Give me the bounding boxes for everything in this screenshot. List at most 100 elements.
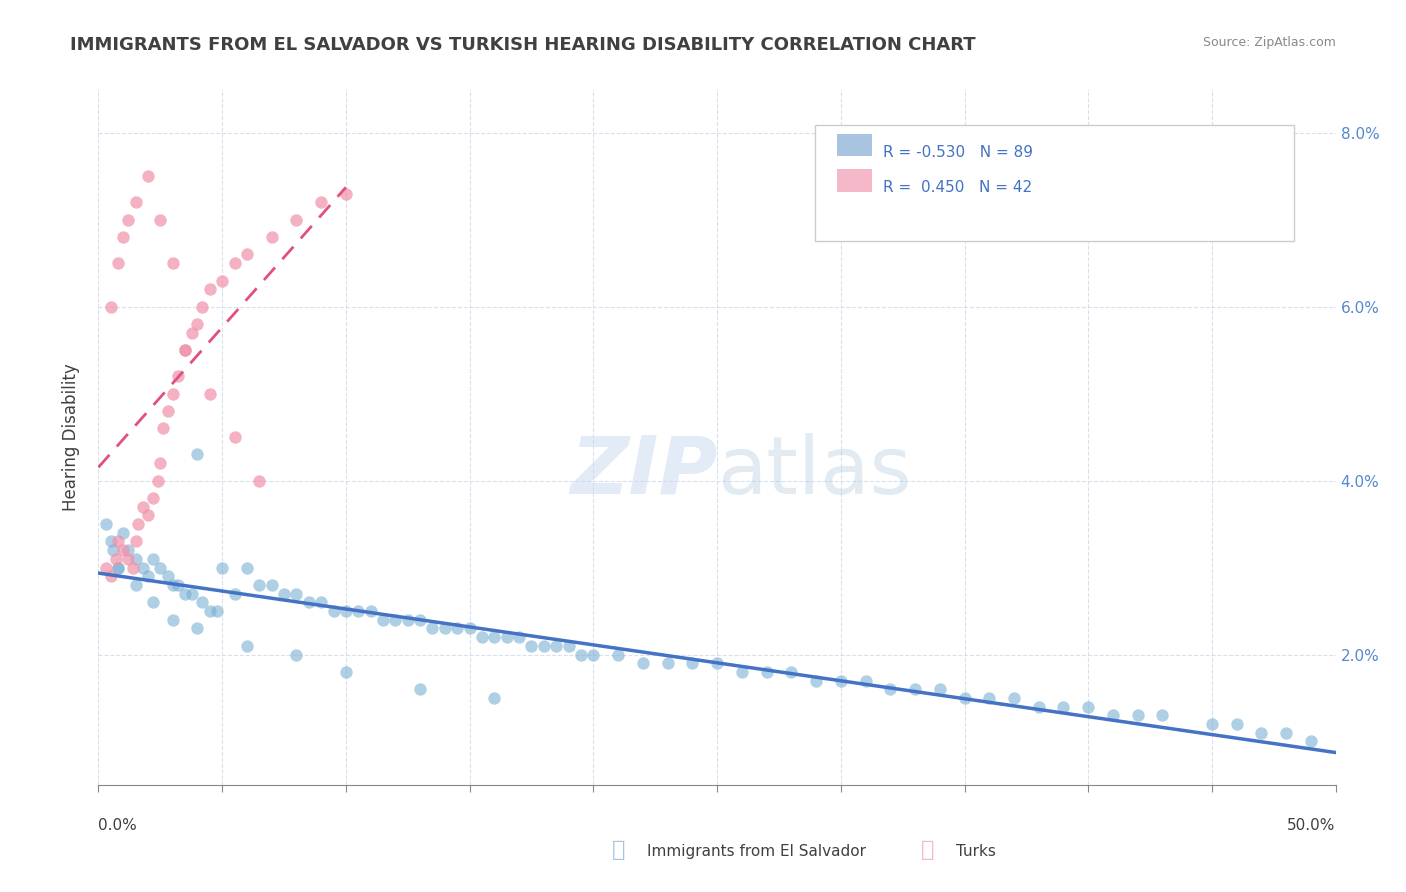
Point: [471, 630, 494, 644]
Point: [273, 587, 295, 601]
Point: [607, 648, 630, 662]
Point: [260, 578, 283, 592]
Point: [953, 690, 976, 705]
Point: [132, 500, 155, 514]
Point: [181, 587, 204, 601]
Point: [285, 587, 308, 601]
Point: [804, 673, 827, 688]
Point: [117, 551, 139, 566]
Point: [94, 516, 117, 531]
Point: [107, 534, 129, 549]
Point: [1052, 699, 1074, 714]
Point: [928, 682, 950, 697]
Point: [107, 560, 129, 574]
Point: [100, 534, 122, 549]
Point: [422, 621, 444, 635]
Point: [458, 621, 481, 635]
Point: [322, 604, 344, 618]
Text: ⬜: ⬜: [921, 840, 935, 860]
Point: [224, 587, 246, 601]
Point: [780, 665, 803, 679]
Point: [156, 404, 179, 418]
Point: [124, 551, 146, 566]
Point: [495, 630, 517, 644]
Point: [309, 595, 332, 609]
Point: [396, 613, 419, 627]
Point: [186, 447, 208, 462]
Point: [508, 630, 530, 644]
Point: [557, 639, 579, 653]
Text: Immigrants from El Salvador: Immigrants from El Salvador: [647, 845, 866, 859]
Point: [681, 657, 703, 671]
Point: [1028, 699, 1050, 714]
Point: [1102, 708, 1125, 723]
Point: [285, 212, 308, 227]
Point: [136, 508, 159, 523]
Point: [569, 648, 592, 662]
Point: [132, 560, 155, 574]
Point: [136, 569, 159, 583]
Point: [112, 525, 135, 540]
Point: [211, 273, 233, 287]
Point: [384, 613, 406, 627]
Y-axis label: Hearing Disability: Hearing Disability: [62, 363, 80, 511]
Point: [124, 534, 146, 549]
Point: [309, 195, 332, 210]
Text: 50.0%: 50.0%: [1288, 818, 1336, 832]
Point: [162, 578, 184, 592]
Point: [855, 673, 877, 688]
Point: [191, 595, 214, 609]
Point: [112, 230, 135, 244]
Point: [124, 578, 146, 592]
Point: [166, 369, 188, 384]
Point: [146, 474, 169, 488]
Text: Turks: Turks: [956, 845, 995, 859]
Text: Source: ZipAtlas.com: Source: ZipAtlas.com: [1202, 36, 1336, 49]
Text: 0.0%: 0.0%: [98, 818, 138, 832]
Point: [149, 560, 172, 574]
Point: [236, 247, 259, 261]
Point: [198, 282, 221, 296]
Point: [186, 621, 208, 635]
Point: [186, 317, 208, 331]
Point: [236, 560, 259, 574]
Text: R =  0.450   N = 42: R = 0.450 N = 42: [883, 180, 1032, 195]
Point: [335, 186, 357, 201]
Point: [247, 578, 270, 592]
Point: [174, 343, 197, 357]
Point: [174, 343, 197, 357]
Point: [156, 569, 179, 583]
Point: [1126, 708, 1149, 723]
Point: [107, 256, 129, 270]
Point: [166, 578, 188, 592]
Text: IMMIGRANTS FROM EL SALVADOR VS TURKISH HEARING DISABILITY CORRELATION CHART: IMMIGRANTS FROM EL SALVADOR VS TURKISH H…: [70, 36, 976, 54]
Point: [260, 230, 283, 244]
Point: [162, 613, 184, 627]
Point: [205, 604, 228, 618]
Point: [224, 430, 246, 444]
Point: [546, 639, 568, 653]
Point: [104, 551, 127, 566]
Point: [198, 386, 221, 401]
Point: [484, 690, 506, 705]
Point: [409, 613, 432, 627]
Point: [247, 474, 270, 488]
Point: [1275, 726, 1298, 740]
Point: [127, 516, 149, 531]
Point: [582, 648, 605, 662]
Point: [706, 657, 728, 671]
Point: [142, 551, 165, 566]
Point: [198, 604, 221, 618]
Point: [830, 673, 852, 688]
Point: [1077, 699, 1099, 714]
Point: [298, 595, 321, 609]
Point: [879, 682, 901, 697]
Point: [100, 300, 122, 314]
Point: [433, 621, 456, 635]
Point: [1002, 690, 1025, 705]
Point: [520, 639, 543, 653]
Point: [191, 300, 214, 314]
Point: [631, 657, 654, 671]
Point: [755, 665, 778, 679]
Point: [162, 256, 184, 270]
